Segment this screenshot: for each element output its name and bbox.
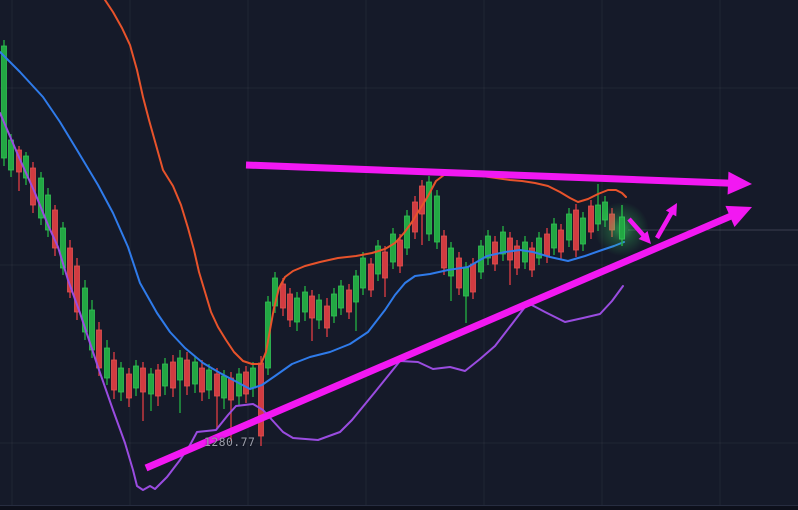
upper-trendline-arrow[interactable]: [245, 161, 752, 195]
candles: [1, 40, 625, 446]
middle-band-plot: [0, 51, 625, 390]
time-axis-strip[interactable]: [0, 505, 798, 510]
lower-band-plot: [0, 112, 624, 491]
highlight-glow: [594, 202, 649, 256]
pullback-arrow-down[interactable]: [627, 217, 651, 244]
trend-drawings[interactable]: [144, 161, 752, 472]
lower-trendline-arrow[interactable]: [144, 205, 752, 472]
indicator-bands: [0, 0, 627, 491]
breakout-arrow-up[interactable]: [655, 203, 677, 240]
upper-band-plot: [104, 0, 627, 365]
